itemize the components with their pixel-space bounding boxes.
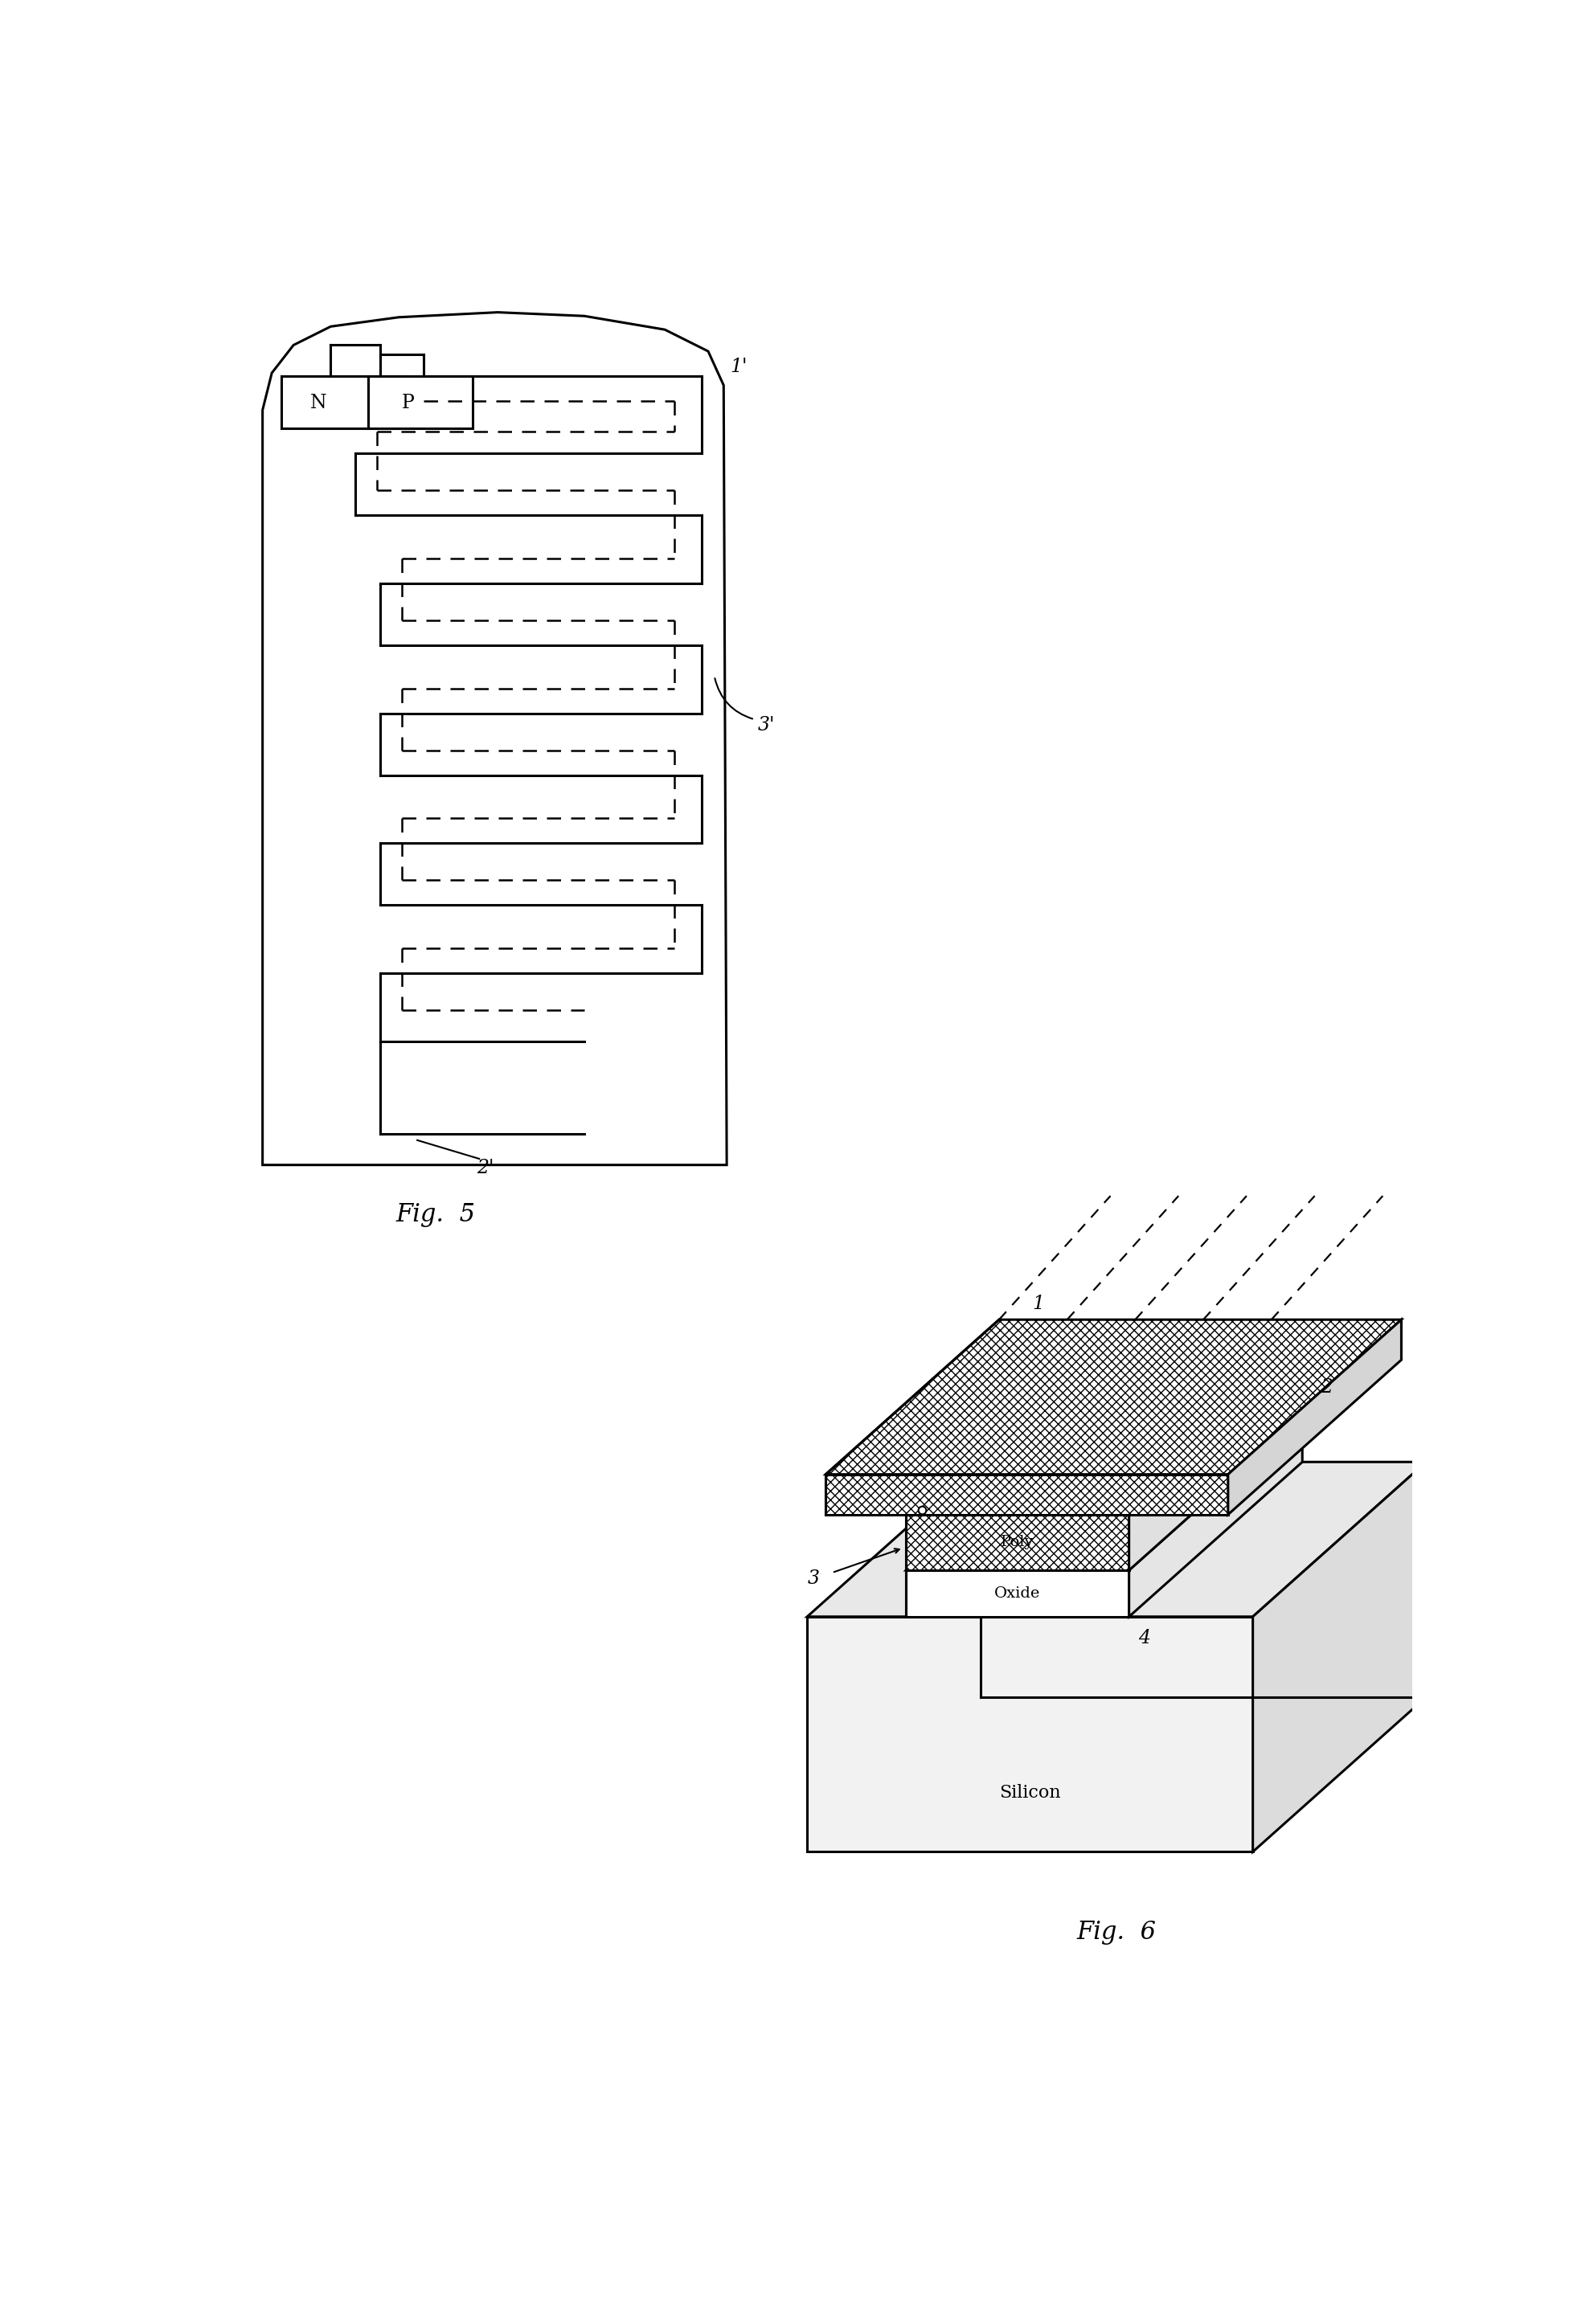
Polygon shape [1128,1360,1302,1571]
Polygon shape [826,1473,1227,1515]
Text: 1': 1' [730,358,747,376]
Text: 3': 3' [757,716,774,734]
Text: 1: 1 [1032,1294,1044,1313]
Text: Fig.  5: Fig. 5 [396,1202,475,1227]
Text: Fig.  6: Fig. 6 [1076,1920,1156,1945]
Text: Oxide: Oxide [994,1587,1040,1601]
Polygon shape [807,1618,1252,1852]
Text: 2: 2 [1320,1378,1332,1397]
Polygon shape [1227,1320,1400,1515]
Polygon shape [906,1415,1302,1571]
Text: P: P [401,393,414,411]
Text: 3: 3 [807,1569,820,1587]
Polygon shape [1252,1462,1425,1852]
Text: N: N [310,393,326,411]
Polygon shape [263,311,727,1164]
Polygon shape [906,1515,1128,1571]
Polygon shape [826,1320,1400,1473]
Polygon shape [906,1571,1128,1618]
Text: 2': 2' [477,1160,494,1178]
Text: Poly: Poly [1000,1536,1033,1550]
Text: 4: 4 [1137,1629,1150,1648]
Polygon shape [1128,1415,1302,1618]
Polygon shape [906,1360,1302,1515]
Text: Silicon: Silicon [999,1785,1060,1801]
Bar [282,376,404,428]
Polygon shape [807,1462,1425,1618]
Bar [368,376,473,428]
